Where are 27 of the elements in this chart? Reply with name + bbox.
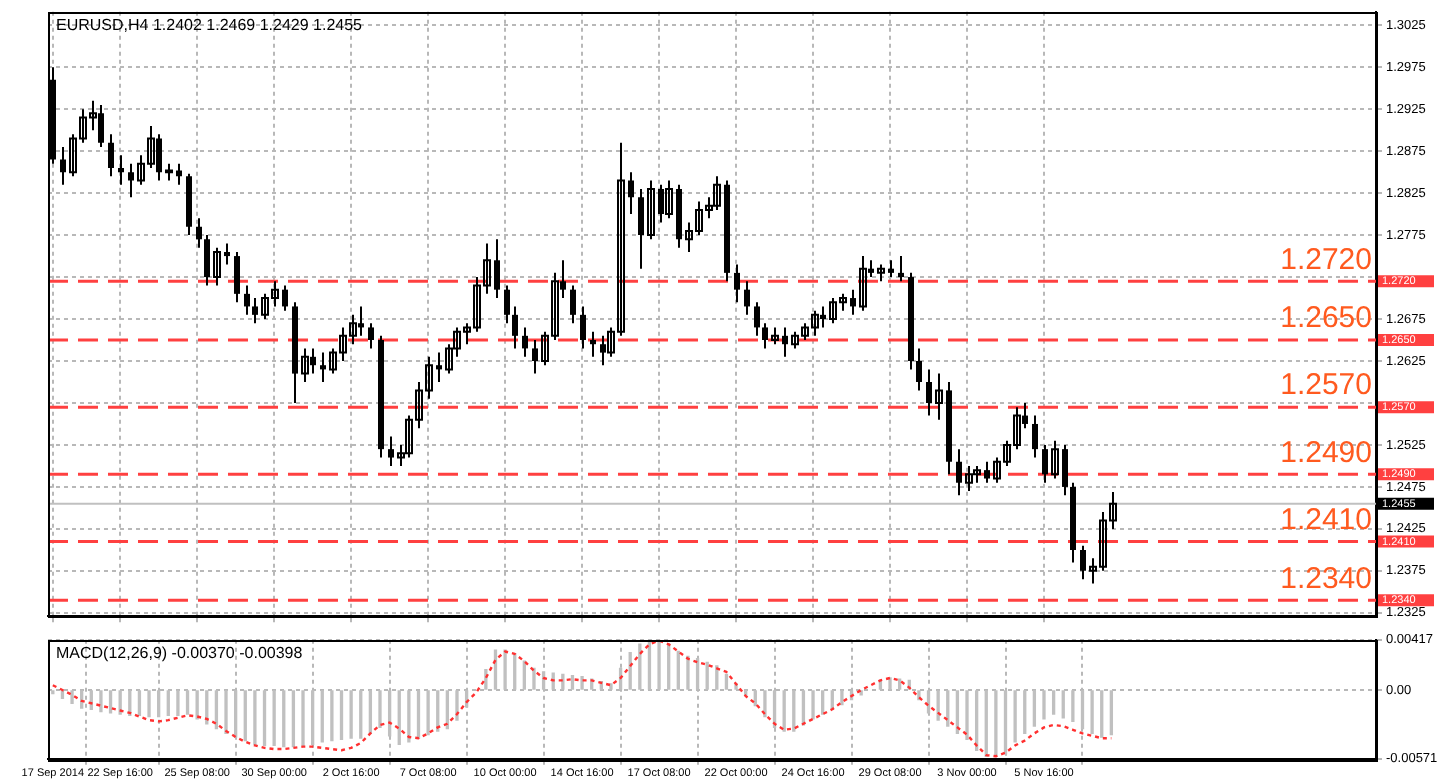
chart-title: EURUSD,H4 1.2402 1.2469 1.2429 1.2455 [56, 16, 364, 35]
candlestick [234, 250, 240, 304]
candlestick [744, 280, 750, 316]
candlestick [244, 284, 250, 316]
candlestick [916, 347, 922, 392]
line-series [51, 639, 1113, 758]
candlestick [196, 217, 202, 249]
candlestick [108, 133, 114, 178]
candlestick [522, 326, 528, 358]
ref-line-label: 1.2570 [1280, 368, 1372, 403]
chart-title: MACD(12,26,9) -0.00370 -0.00398 [56, 644, 304, 663]
candlestick [898, 255, 904, 283]
candlestick [512, 305, 518, 350]
ref-line-label: 1.2720 [1280, 242, 1372, 277]
candlestick [590, 330, 596, 358]
candlestick [1032, 414, 1038, 459]
candlestick [118, 154, 124, 186]
candlestick [570, 284, 576, 325]
ref-line-label: 1.2410 [1280, 502, 1372, 537]
candlestick [580, 305, 586, 350]
ref-line-label: 1.2490 [1280, 435, 1372, 470]
candlestick [754, 301, 760, 337]
ref-line-label: 1.2340 [1280, 561, 1372, 596]
candlestick [504, 284, 510, 325]
candlestick [368, 322, 374, 350]
ref-line-label: 1.2650 [1280, 301, 1372, 336]
candlestick [734, 263, 740, 304]
